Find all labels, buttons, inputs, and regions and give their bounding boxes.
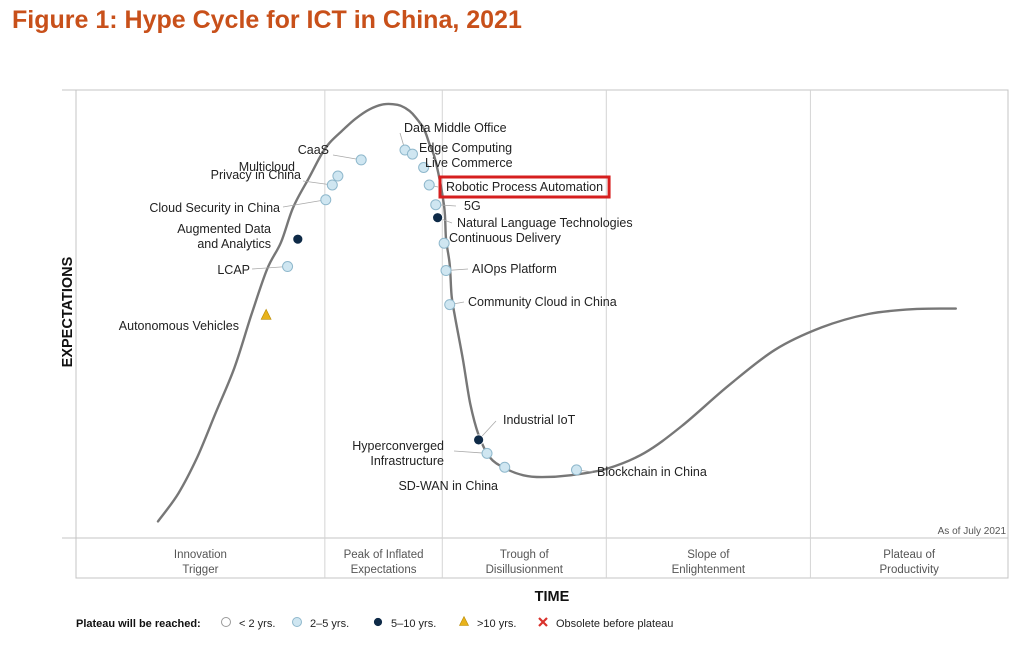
label-community-cloud-in-china: Community Cloud in China	[468, 295, 617, 309]
marker-5g	[430, 199, 442, 211]
phase-label-peak-of-inflated-expectations: Peak of Inflated Expectations	[344, 549, 424, 576]
label-line: Infrastructure	[370, 454, 444, 468]
leader-cloud-security-in-china	[282, 199, 326, 208]
phase-label-line: Slope of	[687, 549, 730, 561]
phase-label-plateau-of-productivity: Plateau of Productivity	[879, 549, 939, 576]
marker-hyperconverged-infrastructure	[481, 447, 493, 459]
legend-marker-obsolete-before-plateau	[538, 617, 548, 627]
label-blockchain-in-china: Blockchain in China	[597, 465, 707, 479]
label-line: Augmented Data	[177, 222, 271, 236]
legend-label-4: >10 yrs.	[477, 618, 516, 630]
phase-label-line: Disillusionment	[486, 564, 564, 576]
label-line: Edge Computing	[419, 141, 512, 155]
label-line: Industrial IoT	[503, 413, 576, 427]
label-line: LCAP	[217, 263, 250, 277]
legend-label-3: 5–10 yrs.	[391, 618, 436, 630]
legend-label-2: 2–5 yrs.	[310, 618, 349, 630]
label-lcap: LCAP	[217, 263, 250, 277]
marker-cloud-security-in-china	[320, 194, 332, 206]
marker-robotic-process-automation	[423, 179, 435, 191]
marker-edge-computing	[406, 148, 418, 160]
label-live-commerce: Live Commerce	[425, 156, 513, 170]
marker-natural-language-technologies	[432, 212, 444, 224]
label-line: Multicloud	[239, 160, 295, 174]
phase-label-line: Innovation	[174, 549, 227, 561]
label-line: Autonomous Vehicles	[119, 319, 239, 333]
label-continuous-delivery: Continuous Delivery	[449, 231, 562, 245]
as-of-note: As of July 2021	[938, 526, 1007, 537]
marker-sd-wan-in-china	[499, 461, 511, 473]
label-multicloud: Multicloud	[239, 160, 295, 174]
phase-label-line: Enlightenment	[672, 564, 746, 576]
label-line: SD-WAN in China	[398, 479, 498, 493]
leader-lcap	[251, 266, 288, 270]
legend-marker-10-yrs	[459, 615, 469, 626]
label-line: Blockchain in China	[597, 465, 707, 479]
leader-hyperconverged-infrastructure	[453, 450, 488, 454]
label-industrial-iot: Industrial IoT	[503, 413, 576, 427]
x-axis-title: TIME	[535, 589, 570, 605]
label-aiops-platform: AIOps Platform	[472, 262, 557, 276]
phase-label-line: Plateau of	[883, 549, 936, 561]
legend-marker-5-10-yrs	[373, 617, 383, 627]
label-line: Continuous Delivery	[449, 231, 562, 245]
marker-live-commerce	[418, 162, 430, 174]
marker-blockchain-in-china	[570, 464, 582, 476]
phase-label-line: Expectations	[351, 564, 417, 576]
label-hyperconverged-infrastructure: Hyperconverged Infrastructure	[352, 439, 444, 468]
obsolete-x-stroke	[538, 617, 548, 627]
plot-frame	[75, 89, 1009, 579]
legend-marker-2-5-yrs	[292, 617, 302, 627]
phase-label-line: Peak of Inflated	[344, 549, 424, 561]
label-line: Robotic Process Automation	[446, 180, 603, 194]
figure-title: Figure 1: Hype Cycle for ICT in China, 2…	[12, 6, 522, 34]
label-line: Natural Language Technologies	[457, 216, 633, 230]
marker-industrial-iot	[473, 434, 485, 446]
label-caas: CaaS	[298, 143, 329, 157]
label-privacy-in-china: Privacy in China	[211, 168, 301, 182]
phase-label-line: Productivity	[879, 564, 939, 576]
label-sd-wan-in-china: SD-WAN in China	[398, 479, 498, 493]
phase-label-line: Trigger	[182, 564, 218, 576]
label-edge-computing: Edge Computing	[419, 141, 512, 155]
label-5g: 5G	[464, 199, 481, 213]
label-line: Community Cloud in China	[468, 295, 617, 309]
highlight-box	[438, 175, 611, 199]
label-line: Privacy in China	[211, 168, 301, 182]
label-line: Live Commerce	[425, 156, 513, 170]
phase-label-trough-of-disillusionment: Trough of Disillusionment	[486, 549, 564, 576]
label-line: 5G	[464, 199, 481, 213]
label-line: and Analytics	[197, 237, 271, 251]
label-autonomous-vehicles: Autonomous Vehicles	[119, 319, 239, 333]
phase-label-innovation-trigger: Innovation Trigger	[174, 549, 227, 576]
marker-continuous-delivery	[438, 237, 450, 249]
marker-lcap	[282, 261, 294, 273]
label-cloud-security-in-china: Cloud Security in China	[149, 201, 280, 215]
y-axis-title: EXPECTATIONS	[60, 256, 76, 367]
label-augmented-data-and-analytics: Augmented Data and Analytics	[177, 222, 271, 251]
label-data-middle-office: Data Middle Office	[404, 121, 507, 135]
label-line: Hyperconverged	[352, 439, 444, 453]
marker-augmented-data-and-analytics	[292, 233, 304, 245]
phase-label-line: Trough of	[500, 549, 550, 561]
label-line: Cloud Security in China	[149, 201, 280, 215]
phase-label-slope-of-enlightenment: Slope of Enlightenment	[672, 549, 746, 576]
marker-community-cloud-in-china	[444, 299, 456, 311]
label-line: Data Middle Office	[404, 121, 507, 135]
label-natural-language-technologies: Natural Language Technologies	[457, 216, 633, 230]
marker-aiops-platform	[440, 265, 452, 277]
marker-caas	[355, 154, 367, 166]
legend-label-1: < 2 yrs.	[239, 618, 275, 630]
legend-label-5: Obsolete before plateau	[556, 618, 673, 630]
legend-title: Plateau will be reached:	[76, 618, 201, 630]
label-line: AIOps Platform	[472, 262, 557, 276]
legend-marker-2-yrs	[221, 617, 231, 627]
marker-privacy-in-china	[326, 179, 338, 191]
marker-autonomous-vehicles	[260, 308, 272, 320]
label-line: CaaS	[298, 143, 329, 157]
marker-multicloud	[332, 170, 344, 182]
label-robotic-process-automation: Robotic Process Automation	[446, 180, 603, 194]
